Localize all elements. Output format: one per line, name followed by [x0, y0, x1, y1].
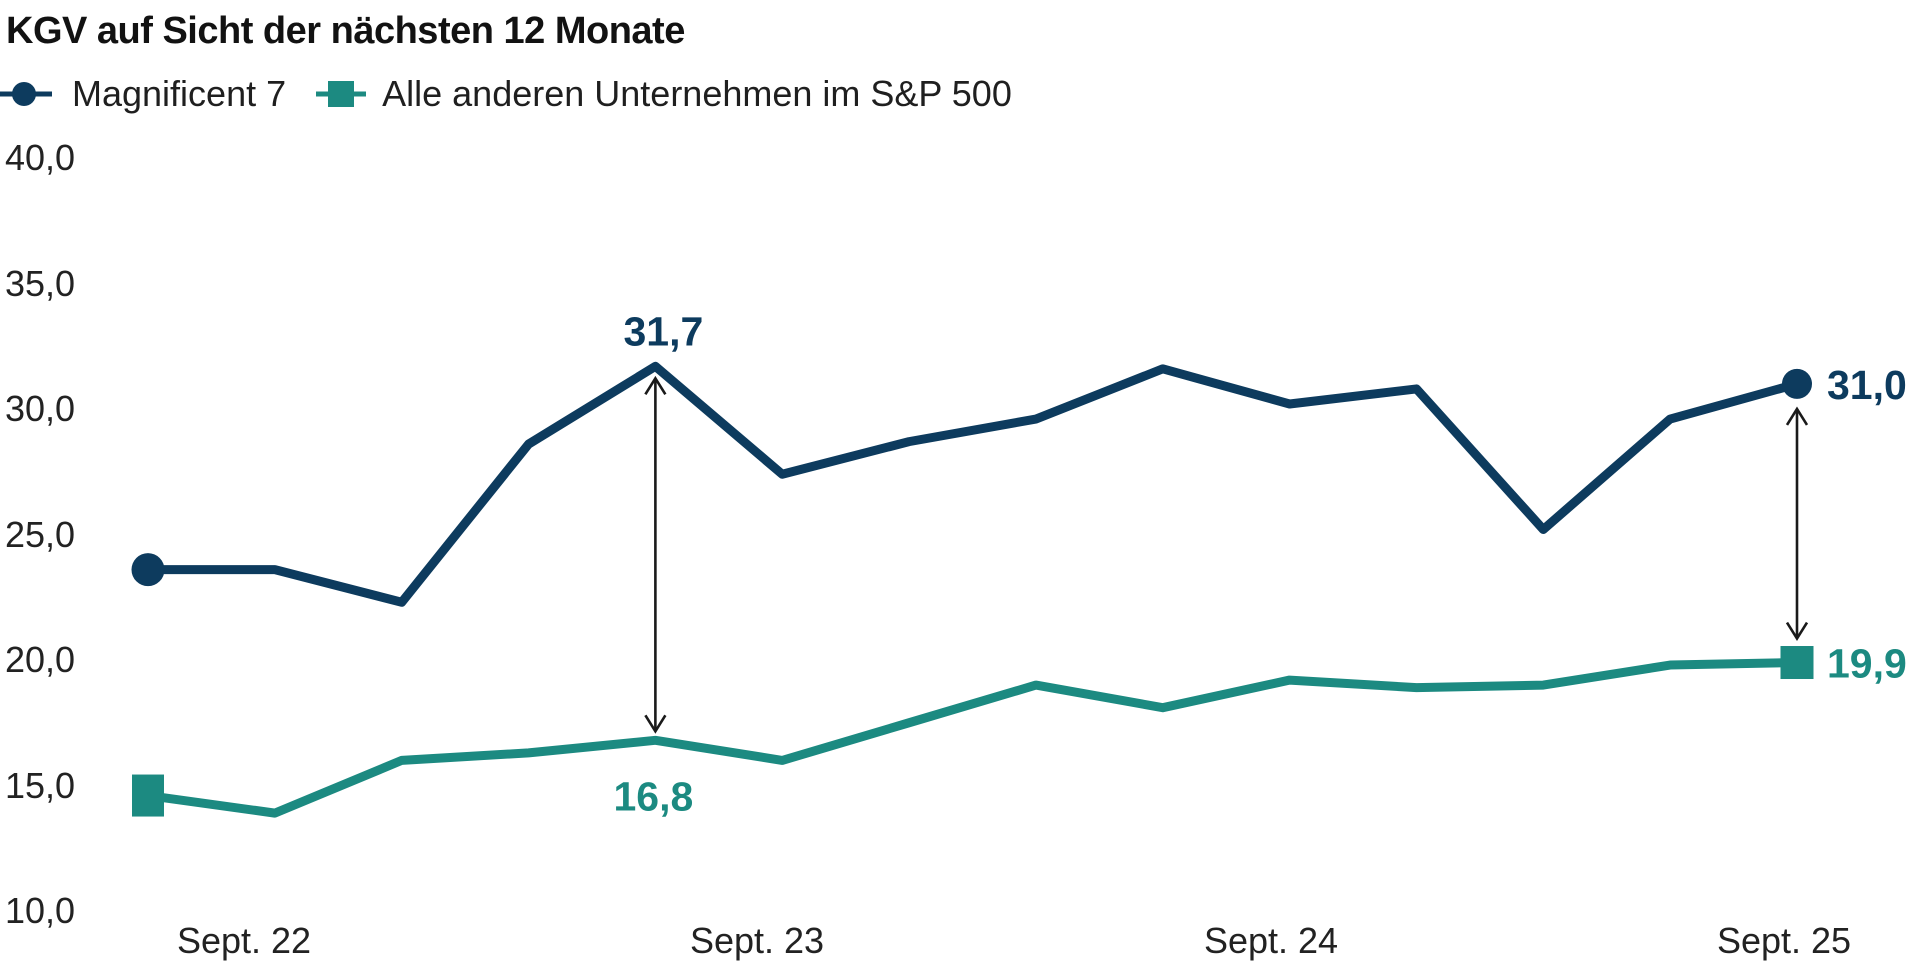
y-axis-tick-label: 15,0 [5, 765, 76, 806]
square-line-marker-icon [316, 81, 367, 107]
value-annotation: 19,9 [1827, 641, 1907, 687]
series-marker-square [1780, 646, 1814, 680]
value-annotation: 31,0 [1827, 362, 1907, 408]
series-line-0 [143, 361, 1802, 607]
gap-arrow-head-up [644, 375, 667, 396]
y-axis-tick-label: 35,0 [5, 263, 76, 304]
y-axis-tick-label: 30,0 [5, 388, 76, 429]
x-axis-tick-label: Sept. 24 [1203, 920, 1339, 961]
y-axis-tick-label: 40,0 [5, 137, 76, 178]
gap-arrow-head-down [1785, 621, 1809, 641]
legend-item-rest-of-sp500: Alle anderen Unternehmen im S&P 500 [316, 73, 1012, 115]
y-axis-tick-label: 10,0 [5, 890, 76, 931]
value-annotation: 16,8 [613, 773, 693, 819]
legend-item-magnificent-7: Magnificent 7 [0, 73, 286, 115]
chart-legend: Magnificent 7 Alle anderen Unternehmen i… [0, 72, 1012, 116]
x-axis-tick-label: Sept. 22 [176, 920, 312, 961]
x-axis-tick-label: Sept. 23 [689, 920, 825, 961]
legend-label: Alle anderen Unternehmen im S&P 500 [382, 73, 1012, 114]
series-marker-square [132, 774, 164, 817]
circle-line-marker-icon [0, 82, 52, 106]
value-annotation: 31,7 [623, 308, 703, 354]
y-axis-tick-label: 25,0 [5, 514, 76, 555]
chart-title: KGV auf Sicht der nächsten 12 Monate [6, 10, 685, 52]
legend-label: Magnificent 7 [72, 73, 287, 114]
y-axis-tick-label: 20,0 [5, 639, 76, 680]
series-marker-circle [131, 553, 165, 587]
gap-arrow-head-up [1785, 406, 1809, 426]
series-line-1 [143, 658, 1802, 818]
x-axis-tick-label: Sept. 25 [1716, 920, 1852, 961]
series-marker-circle [1781, 368, 1812, 399]
gap-arrow-head-down [644, 714, 667, 734]
